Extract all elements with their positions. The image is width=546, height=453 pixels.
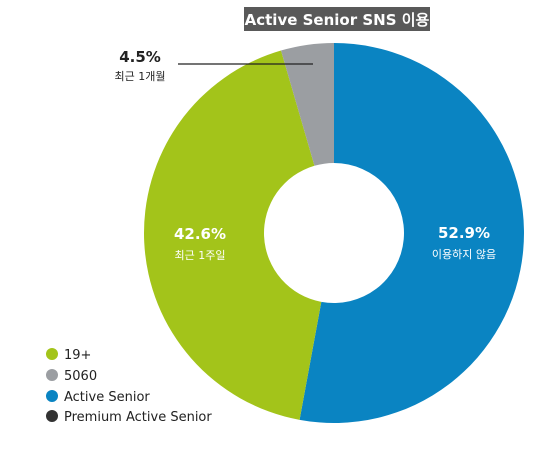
slice-recent-month [280, 43, 334, 166]
legend-marker-active-senior [46, 390, 58, 402]
legend-label-19plus: 19+ [64, 348, 91, 363]
chart-title-box [244, 7, 430, 31]
data-label-recent-month-name: 최근 1개월 [115, 70, 166, 83]
donut-slices [143, 43, 524, 423]
chart-title: Active Senior SNS 이용 [245, 11, 430, 29]
data-label-no-use-name: 이용하지 않음 [432, 247, 496, 261]
slice-recent-week [143, 50, 322, 420]
data-label-recent-month-value: 4.5% [119, 48, 161, 66]
slice-no-use [299, 43, 524, 423]
data-label-recent-week-value: 42.6% [174, 225, 226, 243]
legend-label-active-senior: Active Senior [64, 390, 150, 405]
data-label-recent-week-name: 최근 1주일 [175, 248, 226, 262]
legend-marker-premium-active-senior [46, 410, 58, 422]
data-label-no-use-value: 52.9% [438, 224, 490, 242]
legend-label-5060: 5060 [64, 369, 97, 384]
legend: 19+ 5060 Active Senior Premium Active Se… [46, 348, 212, 425]
legend-label-premium-active-senior: Premium Active Senior [64, 410, 212, 425]
legend-marker-19plus [46, 348, 58, 360]
legend-marker-5060 [46, 369, 58, 381]
